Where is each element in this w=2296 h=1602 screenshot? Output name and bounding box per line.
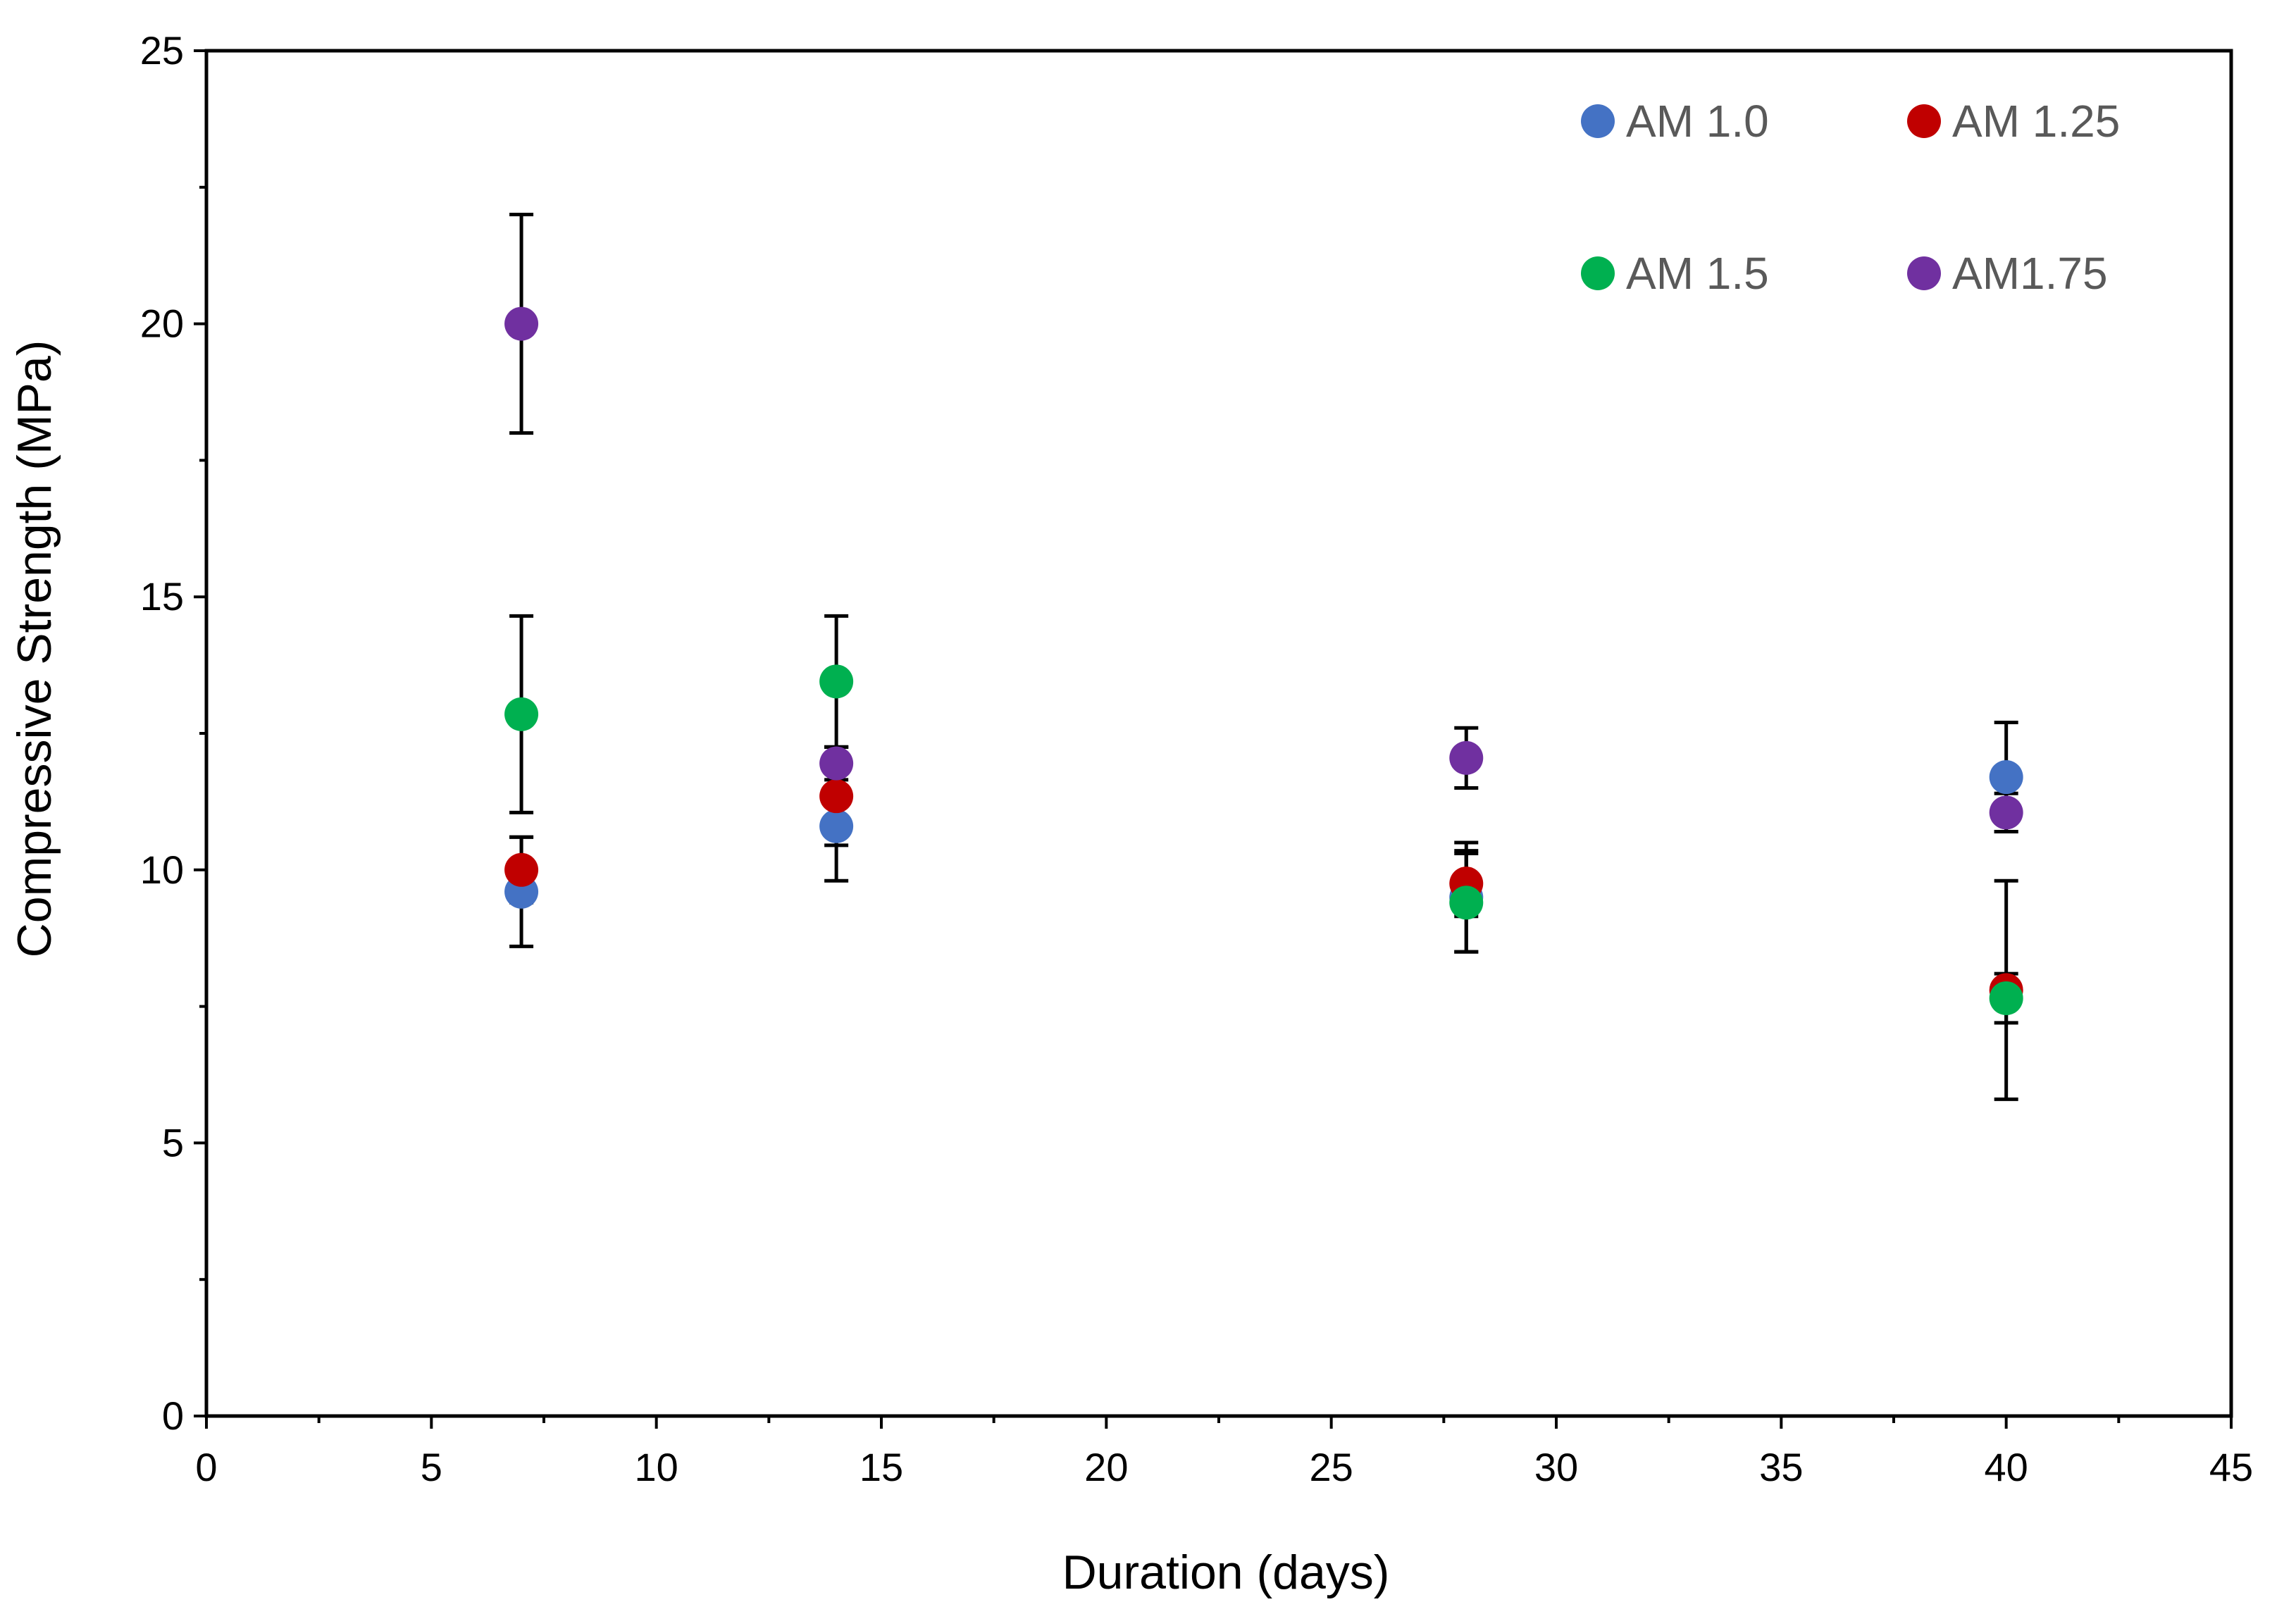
y-tick-label: 10 <box>140 847 184 892</box>
legend-marker <box>1581 104 1615 138</box>
x-tick-label: 20 <box>1084 1445 1128 1489</box>
x-tick-label: 35 <box>1759 1445 1803 1489</box>
data-point <box>1989 760 2023 795</box>
data-point <box>1989 981 2023 1015</box>
legend-label: AM 1.25 <box>1952 96 2120 147</box>
data-point <box>819 746 854 781</box>
y-tick-label: 25 <box>140 28 184 73</box>
data-point <box>819 664 854 699</box>
legend-marker <box>1581 256 1615 290</box>
y-tick-label: 15 <box>140 574 184 619</box>
x-tick-label: 45 <box>2209 1445 2253 1489</box>
legend: AM 1.0 AM 1.25 AM 1.5 AM1.75 <box>1581 96 2120 299</box>
x-tick-label: 40 <box>1985 1445 2028 1489</box>
data-point <box>819 809 854 843</box>
axes: 0 5 10 15 20 25 0 5 10 15 20 25 30 35 40 45 <box>140 28 2253 1489</box>
legend-label: AM 1.5 <box>1626 248 1769 299</box>
legend-marker <box>1907 104 1941 138</box>
y-tick-label: 5 <box>162 1120 184 1165</box>
data-point <box>1449 886 1484 920</box>
y-axis-title: Compressive Strength (MPa) <box>8 340 61 958</box>
data-point <box>504 697 539 731</box>
data-point <box>1449 740 1484 775</box>
x-axis-title: Duration (days) <box>1062 1546 1390 1599</box>
x-tick-label: 25 <box>1310 1445 1353 1489</box>
legend-label: AM1.75 <box>1952 248 2108 299</box>
data-point <box>1989 795 2023 830</box>
x-tick-label: 15 <box>860 1445 903 1489</box>
legend-label: AM 1.0 <box>1626 96 1769 147</box>
y-tick-label: 20 <box>140 302 184 346</box>
data-points <box>504 306 2023 1015</box>
x-tick-label: 5 <box>421 1445 442 1489</box>
x-tick-label: 10 <box>635 1445 678 1489</box>
x-tick-label: 30 <box>1534 1445 1578 1489</box>
data-point <box>819 779 854 814</box>
y-tick-label: 0 <box>162 1393 184 1438</box>
x-tick-label: 0 <box>195 1445 217 1489</box>
data-point <box>504 852 539 887</box>
data-point <box>504 306 539 341</box>
legend-marker <box>1907 256 1941 290</box>
